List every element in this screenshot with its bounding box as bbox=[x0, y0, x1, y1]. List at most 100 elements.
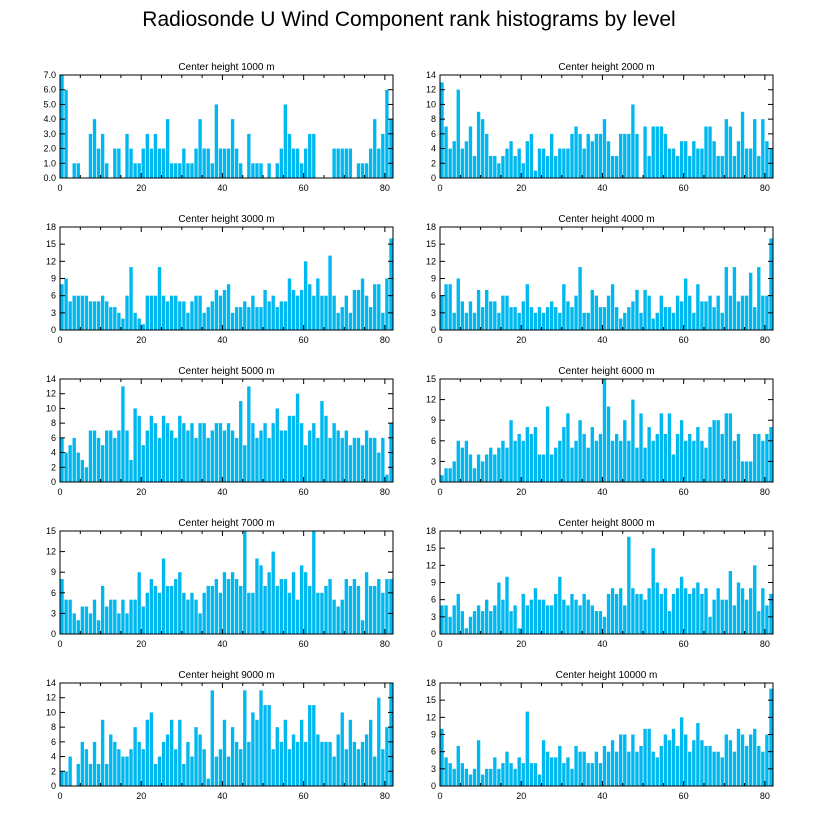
histogram-bar bbox=[716, 420, 720, 482]
histogram-bar bbox=[489, 768, 493, 786]
histogram-bar bbox=[373, 756, 377, 786]
histogram-bar bbox=[385, 579, 389, 634]
histogram-bar bbox=[456, 89, 460, 178]
histogram-bar bbox=[234, 579, 239, 634]
histogram-bar bbox=[476, 740, 481, 786]
histogram-bar bbox=[460, 611, 465, 634]
histogram-bar bbox=[80, 295, 85, 330]
y-tick-label: 9 bbox=[431, 578, 436, 588]
x-tick-label: 80 bbox=[380, 487, 390, 497]
histogram-bar bbox=[464, 768, 469, 786]
x-tick-label: 60 bbox=[299, 183, 309, 193]
histogram-bar bbox=[655, 433, 659, 482]
histogram-bar bbox=[594, 611, 599, 634]
histogram-bar bbox=[606, 751, 611, 786]
histogram-bar bbox=[667, 148, 672, 178]
histogram-bar bbox=[667, 611, 672, 634]
histogram-bar bbox=[336, 312, 340, 330]
histogram-bar bbox=[712, 751, 716, 786]
histogram-bar bbox=[109, 430, 113, 482]
histogram-bar bbox=[178, 415, 182, 482]
histogram-bar bbox=[174, 163, 178, 178]
x-tick-label: 80 bbox=[760, 183, 770, 193]
x-tick-label: 80 bbox=[760, 487, 770, 497]
histogram-bar bbox=[582, 433, 586, 482]
histogram-bar bbox=[619, 133, 623, 178]
histogram-bar bbox=[117, 312, 121, 330]
histogram-bar bbox=[316, 437, 320, 482]
histogram-bar bbox=[84, 467, 89, 482]
histogram-bar bbox=[736, 141, 741, 178]
histogram-bar bbox=[614, 307, 619, 330]
histogram-bar bbox=[606, 295, 611, 330]
histogram-bar bbox=[218, 749, 223, 786]
histogram-bar bbox=[105, 763, 109, 786]
histogram-bar bbox=[344, 430, 348, 482]
histogram-bar bbox=[671, 728, 676, 786]
histogram-bar bbox=[497, 312, 501, 330]
histogram-bar bbox=[448, 284, 452, 330]
histogram-bar bbox=[324, 741, 328, 786]
histogram-bar bbox=[598, 307, 603, 330]
histogram-bar bbox=[80, 741, 85, 786]
histogram-bar bbox=[493, 301, 497, 330]
histogram-bar bbox=[336, 734, 340, 786]
histogram-bar bbox=[688, 155, 692, 178]
histogram-bar bbox=[385, 727, 389, 786]
histogram-bar bbox=[312, 133, 316, 178]
y-tick-label: 15 bbox=[426, 239, 436, 249]
histogram-bar bbox=[586, 133, 590, 178]
histogram-bar bbox=[744, 295, 749, 330]
y-tick-label: 3 bbox=[51, 308, 56, 318]
histogram-bar bbox=[480, 119, 485, 178]
histogram-panel: Center height 7000 m 0 20 40 60 80 0 3 6 9 12 15 bbox=[46, 518, 394, 649]
histogram-bar bbox=[344, 148, 348, 178]
histogram-bar bbox=[279, 430, 283, 482]
histogram-bar bbox=[655, 757, 659, 786]
histogram-bar bbox=[96, 620, 101, 634]
y-tick-label: 1.0 bbox=[43, 158, 56, 168]
histogram-bar bbox=[304, 445, 308, 482]
histogram-bar bbox=[113, 148, 117, 178]
histogram-bar bbox=[493, 155, 497, 178]
histogram-bar bbox=[96, 763, 101, 786]
y-tick-label: 12 bbox=[46, 547, 56, 557]
x-tick-label: 0 bbox=[437, 183, 442, 193]
histogram-bar bbox=[679, 301, 684, 330]
histogram-bar bbox=[206, 148, 210, 178]
plot-frame bbox=[59, 378, 394, 483]
histogram-bar bbox=[570, 768, 574, 786]
histogram-bar bbox=[356, 585, 361, 634]
histogram-bar bbox=[279, 741, 283, 786]
histogram-bar bbox=[464, 440, 469, 482]
histogram-bar bbox=[688, 751, 692, 786]
histogram-bar bbox=[304, 261, 308, 330]
histogram-bar bbox=[72, 163, 76, 178]
histogram-bar bbox=[614, 155, 619, 178]
histogram-bar bbox=[501, 295, 505, 330]
histogram-bar bbox=[84, 749, 89, 786]
y-tick-label: 12 bbox=[46, 389, 56, 399]
y-tick-label: 2.0 bbox=[43, 144, 56, 154]
histogram-bar bbox=[105, 430, 109, 482]
histogram-bar bbox=[348, 148, 353, 178]
histogram-bar bbox=[255, 163, 259, 178]
panel-title: Center height 8000 m bbox=[558, 518, 654, 529]
histogram-bar bbox=[757, 267, 761, 330]
histogram-bar bbox=[117, 148, 121, 178]
y-tick-label: 6 bbox=[51, 588, 56, 598]
panel-title: Center height 7000 m bbox=[178, 518, 274, 529]
histogram-bar bbox=[96, 148, 101, 178]
x-tick-label: 60 bbox=[299, 487, 309, 497]
histogram-bar bbox=[198, 613, 202, 634]
histogram-bar bbox=[129, 148, 133, 178]
histogram-bar bbox=[105, 163, 109, 178]
histogram-bar bbox=[324, 585, 328, 634]
histogram-bar bbox=[574, 295, 578, 330]
histogram-bar bbox=[480, 461, 485, 482]
histogram-bar bbox=[385, 474, 389, 482]
y-tick-label: 12 bbox=[426, 256, 436, 266]
histogram-bar bbox=[275, 727, 279, 786]
histogram-bar bbox=[320, 592, 324, 634]
histogram-bar bbox=[635, 751, 639, 786]
